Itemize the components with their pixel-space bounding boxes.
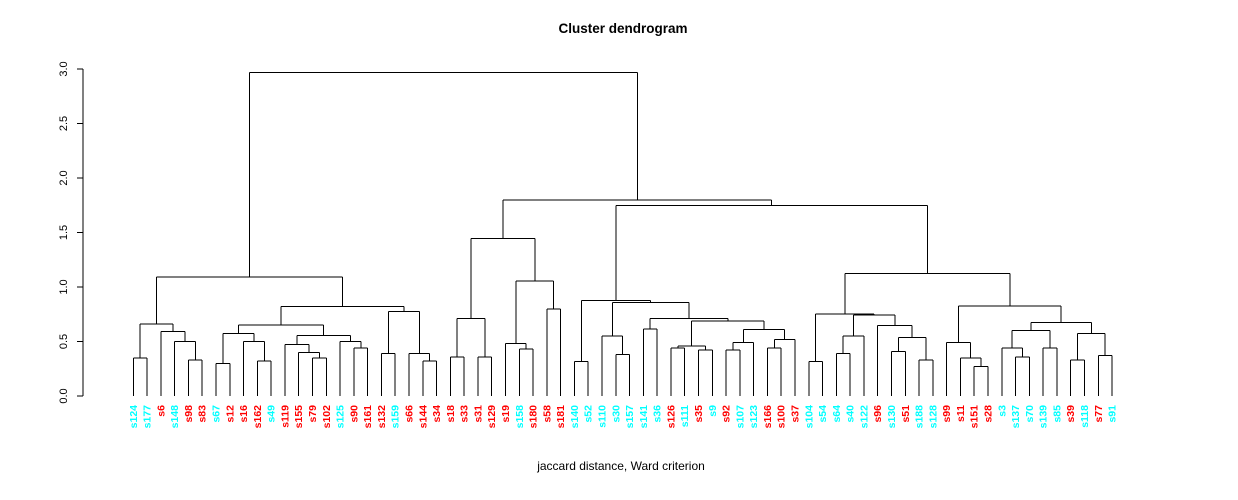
leaf-label: s96 bbox=[872, 405, 884, 423]
leaf-label: s125 bbox=[335, 405, 347, 429]
leaf-label: s6 bbox=[155, 405, 167, 417]
leaf-label: s70 bbox=[1024, 405, 1036, 423]
leaf-label: s99 bbox=[941, 405, 953, 423]
leaf-label: s137 bbox=[1010, 405, 1022, 429]
leaf-label: s28 bbox=[982, 405, 994, 423]
y-axis-tick-label: 0.5 bbox=[58, 334, 70, 349]
leaf-label: s9 bbox=[707, 405, 719, 417]
y-axis-tick-label: 2.0 bbox=[58, 170, 70, 185]
leaf-label: s118 bbox=[1079, 405, 1091, 428]
leaf-label: s159 bbox=[390, 405, 402, 429]
leaf-label: s66 bbox=[404, 405, 416, 423]
y-axis-tick-label: 2.5 bbox=[58, 116, 70, 131]
leaf-label: s35 bbox=[693, 405, 705, 423]
leaf-label: s54 bbox=[817, 405, 829, 423]
chart-title: Cluster dendrogram bbox=[558, 21, 688, 36]
y-axis-tick-label: 1.0 bbox=[58, 279, 70, 294]
leaf-label: s51 bbox=[900, 405, 912, 423]
leaf-label: s158 bbox=[514, 405, 526, 429]
leaf-label: s90 bbox=[348, 405, 360, 423]
leaf-label: s148 bbox=[169, 405, 181, 429]
leaf-label: s104 bbox=[803, 405, 815, 429]
leaf-label: s130 bbox=[886, 405, 898, 429]
y-axis-tick-label: 3.0 bbox=[58, 61, 70, 76]
leaf-label: s144 bbox=[417, 405, 429, 429]
leaf-label: s49 bbox=[266, 405, 278, 423]
leaf-label: s100 bbox=[776, 405, 788, 429]
leaf-label: s39 bbox=[1065, 405, 1077, 423]
leaf-label: s31 bbox=[472, 405, 484, 423]
leaf-label: s40 bbox=[845, 405, 857, 423]
leaf-label: s85 bbox=[1051, 405, 1063, 423]
leaf-label: s67 bbox=[211, 405, 223, 423]
leaf-label: s3 bbox=[996, 405, 1008, 417]
leaf-label: s162 bbox=[252, 405, 264, 429]
x-axis-caption: jaccard distance, Ward criterion bbox=[537, 459, 705, 473]
leaf-label: s92 bbox=[721, 405, 733, 423]
leaf-label: s79 bbox=[307, 405, 319, 423]
leaf-label: s139 bbox=[1038, 405, 1050, 429]
leaf-label: s58 bbox=[541, 405, 553, 423]
y-axis-tick-label: 1.5 bbox=[58, 225, 70, 240]
leaf-label: s102 bbox=[321, 405, 333, 429]
leaf-label: s36 bbox=[652, 405, 664, 423]
leaf-label: s188 bbox=[914, 405, 926, 429]
leaf-label: s19 bbox=[500, 405, 512, 423]
leaf-label: s98 bbox=[183, 405, 195, 423]
leaf-label: s126 bbox=[665, 405, 677, 429]
leaf-label: s64 bbox=[831, 405, 843, 423]
leaf-label: s18 bbox=[445, 405, 457, 423]
leaf-label: s151 bbox=[969, 405, 981, 429]
leaf-label: s166 bbox=[762, 405, 774, 429]
leaf-label: s34 bbox=[431, 405, 443, 423]
leaf-label: s141 bbox=[638, 405, 650, 429]
leaf-label: s12 bbox=[224, 405, 236, 423]
leaf-label: s140 bbox=[569, 405, 581, 429]
leaf-label: s11 bbox=[955, 405, 967, 422]
leaf-label: s122 bbox=[858, 405, 870, 429]
leaf-label: s181 bbox=[555, 405, 567, 429]
leaf-label: s157 bbox=[624, 405, 636, 429]
leaf-label: s107 bbox=[734, 405, 746, 429]
leaf-label: s132 bbox=[376, 405, 388, 429]
y-axis-tick-label: 0.0 bbox=[58, 388, 70, 403]
leaf-label: s52 bbox=[583, 405, 595, 423]
leaf-label: s111 bbox=[679, 405, 691, 427]
leaf-label: s124 bbox=[128, 405, 140, 429]
leaf-label: s77 bbox=[1093, 405, 1105, 423]
leaf-label: s129 bbox=[486, 405, 498, 429]
leaf-label: s119 bbox=[279, 405, 291, 428]
leaf-label: s33 bbox=[459, 405, 471, 423]
leaf-label: s110 bbox=[596, 405, 608, 428]
leaf-label: s16 bbox=[238, 405, 250, 423]
leaf-label: s180 bbox=[528, 405, 540, 429]
leaf-label: s123 bbox=[748, 405, 760, 429]
leaf-label: s161 bbox=[362, 405, 374, 429]
leaf-label: s37 bbox=[789, 405, 801, 423]
leaf-label: s177 bbox=[142, 405, 154, 429]
leaf-label: s128 bbox=[927, 405, 939, 429]
leaf-label: s30 bbox=[610, 405, 622, 423]
leaf-label: s83 bbox=[197, 405, 209, 423]
leaf-label: s155 bbox=[293, 405, 305, 429]
leaf-label: s91 bbox=[1107, 405, 1119, 423]
